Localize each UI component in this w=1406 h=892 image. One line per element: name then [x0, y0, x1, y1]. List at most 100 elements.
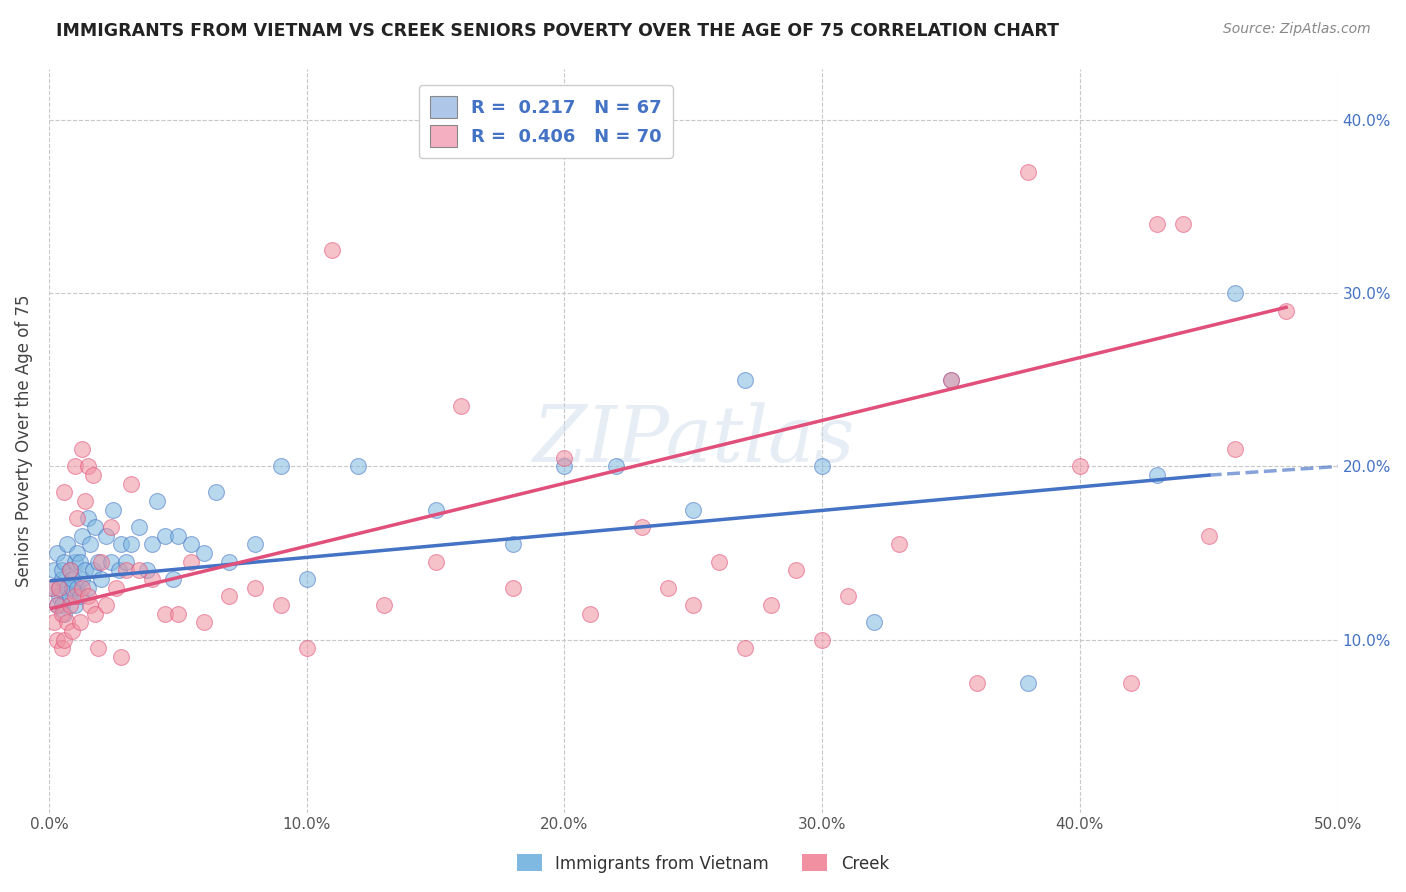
Point: [48, 581, 70, 595]
Point: [51, 563, 73, 577]
Point: [218, 589, 240, 603]
Point: [89, 572, 111, 586]
Point: [153, 529, 176, 543]
Point: [205, 485, 228, 500]
Point: [60, 624, 83, 638]
Point: [58, 589, 80, 603]
Point: [321, 243, 343, 257]
Point: [63, 589, 86, 603]
Point: [115, 563, 138, 577]
Point: [56, 537, 79, 551]
Legend: Immigrants from Vietnam, Creek: Immigrants from Vietnam, Creek: [510, 847, 896, 880]
Point: [45, 546, 67, 560]
Point: [553, 459, 575, 474]
Point: [48, 581, 70, 595]
Point: [66, 511, 89, 525]
Point: [63, 459, 86, 474]
Point: [72, 529, 94, 543]
Point: [270, 459, 292, 474]
Point: [51, 598, 73, 612]
Point: [51, 641, 73, 656]
Point: [79, 537, 101, 551]
Point: [166, 607, 188, 621]
Point: [45, 598, 67, 612]
Point: [128, 563, 150, 577]
Point: [1198, 529, 1220, 543]
Point: [89, 555, 111, 569]
Point: [73, 494, 96, 508]
Point: [53, 485, 76, 500]
Point: [120, 476, 142, 491]
Point: [94, 598, 117, 612]
Point: [966, 675, 988, 690]
Point: [66, 581, 89, 595]
Point: [243, 537, 266, 551]
Point: [889, 537, 911, 551]
Point: [811, 632, 834, 647]
Point: [94, 529, 117, 543]
Point: [1017, 675, 1039, 690]
Point: [53, 632, 76, 647]
Point: [759, 598, 782, 612]
Point: [60, 581, 83, 595]
Point: [45, 632, 67, 647]
Point: [553, 450, 575, 465]
Point: [166, 529, 188, 543]
Point: [373, 598, 395, 612]
Point: [707, 555, 730, 569]
Point: [1223, 286, 1246, 301]
Point: [180, 537, 202, 551]
Point: [162, 572, 184, 586]
Point: [51, 607, 73, 621]
Point: [180, 555, 202, 569]
Legend: R =  0.217   N = 67, R =  0.406   N = 70: R = 0.217 N = 67, R = 0.406 N = 70: [419, 85, 672, 158]
Point: [657, 581, 679, 595]
Point: [79, 598, 101, 612]
Point: [128, 520, 150, 534]
Y-axis label: Seniors Poverty Over the Age of 75: Seniors Poverty Over the Age of 75: [15, 294, 32, 587]
Point: [734, 641, 756, 656]
Point: [87, 641, 110, 656]
Point: [115, 555, 138, 569]
Point: [60, 572, 83, 586]
Point: [51, 572, 73, 586]
Point: [425, 502, 447, 516]
Point: [110, 649, 132, 664]
Point: [218, 555, 240, 569]
Point: [84, 607, 107, 621]
Point: [45, 598, 67, 612]
Point: [107, 563, 129, 577]
Point: [1121, 675, 1143, 690]
Point: [1146, 468, 1168, 483]
Point: [1069, 459, 1091, 474]
Point: [41, 581, 63, 595]
Point: [630, 520, 652, 534]
Point: [104, 581, 127, 595]
Point: [72, 442, 94, 457]
Point: [1146, 217, 1168, 231]
Point: [141, 572, 163, 586]
Point: [135, 563, 157, 577]
Point: [502, 581, 524, 595]
Point: [939, 373, 962, 387]
Point: [450, 399, 472, 413]
Point: [53, 555, 76, 569]
Point: [939, 373, 962, 387]
Point: [73, 563, 96, 577]
Point: [153, 607, 176, 621]
Point: [502, 537, 524, 551]
Point: [69, 615, 91, 630]
Point: [56, 615, 79, 630]
Point: [72, 581, 94, 595]
Point: [82, 563, 104, 577]
Point: [862, 615, 884, 630]
Point: [579, 607, 602, 621]
Point: [734, 373, 756, 387]
Text: IMMIGRANTS FROM VIETNAM VS CREEK SENIORS POVERTY OVER THE AGE OF 75 CORRELATION : IMMIGRANTS FROM VIETNAM VS CREEK SENIORS…: [56, 22, 1059, 40]
Point: [69, 555, 91, 569]
Point: [1171, 217, 1194, 231]
Point: [1017, 165, 1039, 179]
Point: [811, 459, 834, 474]
Point: [295, 572, 318, 586]
Point: [270, 598, 292, 612]
